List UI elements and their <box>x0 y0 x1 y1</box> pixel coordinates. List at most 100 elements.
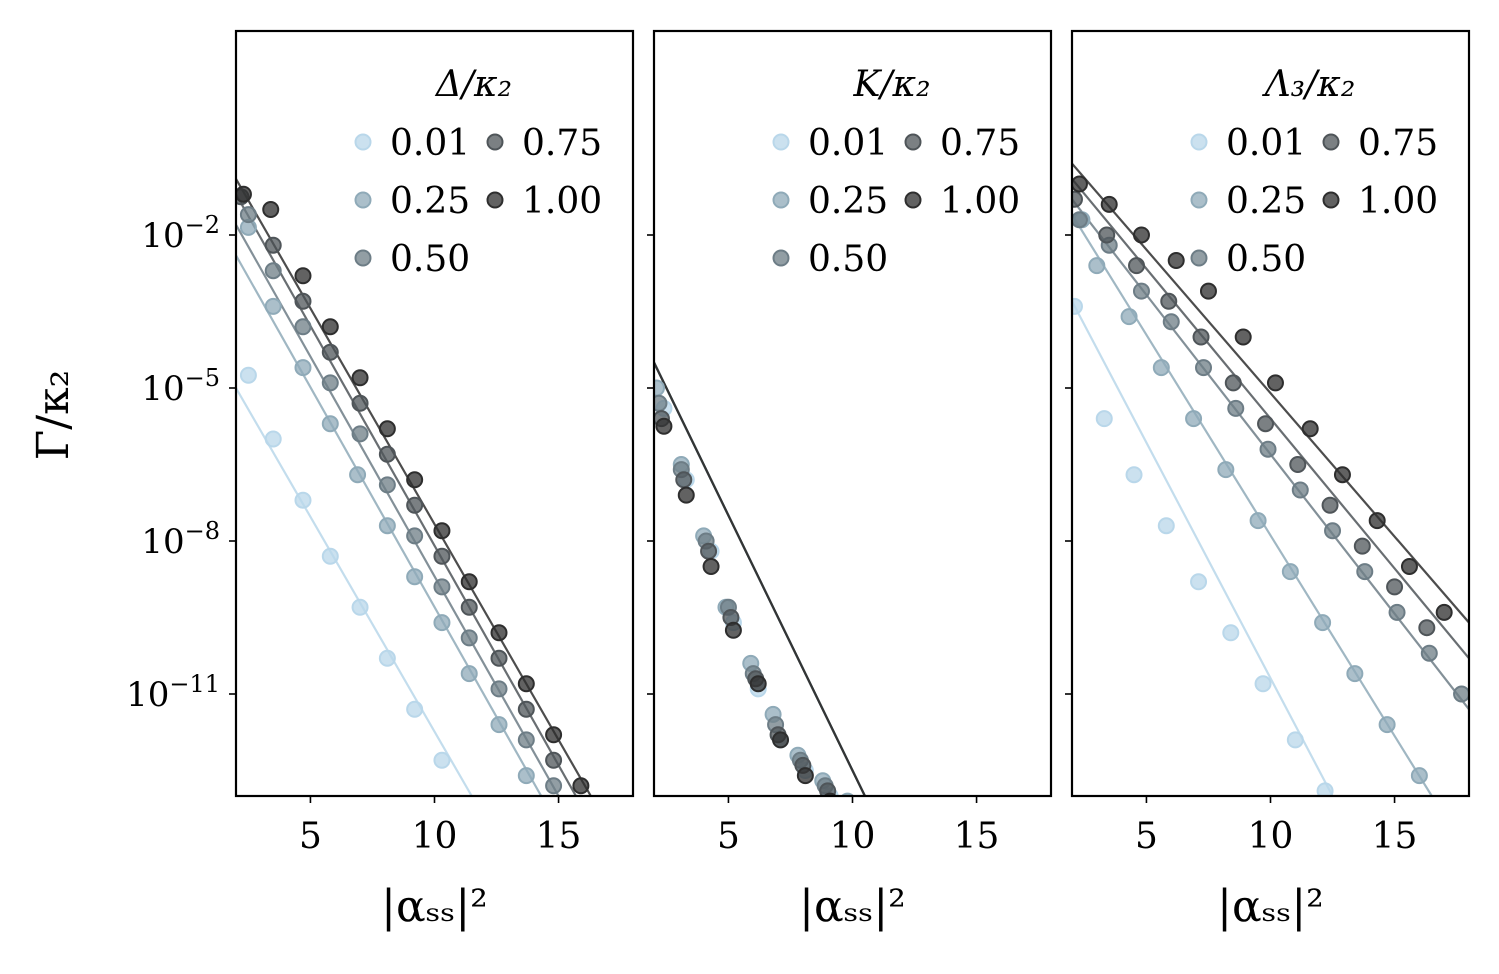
data-point <box>1098 226 1116 244</box>
legend-marker <box>354 249 372 267</box>
legend-marker <box>1322 191 1340 209</box>
data-point <box>349 466 367 484</box>
y-tick-base: 10 <box>126 675 169 715</box>
legend-label: 0.01 <box>1226 123 1306 164</box>
fit-line <box>1072 162 1469 624</box>
data-point <box>1160 292 1178 310</box>
plot-area <box>1072 162 1469 796</box>
y-axis-label: Γ/κ₂ <box>28 370 79 461</box>
data-point <box>378 445 396 463</box>
x-tick-label: 5 <box>1135 816 1158 857</box>
data-point <box>1088 257 1106 275</box>
data-point <box>724 621 742 639</box>
data-point <box>1190 573 1208 591</box>
data-point <box>1120 308 1138 326</box>
legend: K/κ₂ 0.01 0.25 0.50 0.75 1.00 <box>772 64 1020 280</box>
legend-title: Λ₃/κ₂ <box>1262 64 1356 105</box>
legend-marker <box>1190 249 1208 267</box>
data-point <box>351 598 369 616</box>
legend-marker <box>1190 191 1208 209</box>
data-point <box>321 343 339 361</box>
data-point <box>1162 313 1180 331</box>
legend-marker <box>354 133 372 151</box>
data-point <box>294 491 312 509</box>
data-point <box>1324 522 1342 540</box>
x-tick-label: 15 <box>536 816 582 857</box>
x-axis-label: |αₛₛ|² <box>381 881 488 932</box>
series-1.00 <box>1072 175 1453 621</box>
data-point <box>1291 481 1309 499</box>
data-point <box>677 486 695 504</box>
data-point <box>460 573 478 591</box>
data-point <box>1185 410 1203 428</box>
data-point <box>321 415 339 433</box>
data-point <box>545 751 563 769</box>
legend-label: 1.00 <box>522 181 602 222</box>
data-point <box>351 425 369 443</box>
series-0.25 <box>239 218 535 785</box>
legend-label: 0.01 <box>808 123 888 164</box>
series-0.75 <box>654 410 837 796</box>
data-point <box>433 751 451 769</box>
plot-area <box>654 362 866 814</box>
data-point <box>545 777 563 795</box>
fit-line <box>1072 214 1433 796</box>
legend-marker <box>772 191 790 209</box>
data-point <box>843 799 858 814</box>
data-point <box>321 318 339 336</box>
data-point <box>517 767 535 785</box>
y-tick-label: 10−8 <box>141 517 220 562</box>
data-point <box>378 649 396 667</box>
data-point <box>1418 619 1436 637</box>
data-point <box>351 369 369 387</box>
data-point <box>406 496 424 514</box>
legend-marker <box>1190 133 1208 151</box>
x-tick-label: 15 <box>1372 816 1418 857</box>
fit-line <box>654 362 866 796</box>
data-point <box>1289 456 1307 473</box>
data-point <box>321 547 339 565</box>
legend-marker <box>354 191 372 209</box>
data-point <box>702 558 720 575</box>
panel-1: 5 10 1510−210−510−810−11|αₛₛ|²Δ/κ₂0.010.25… <box>126 29 635 932</box>
data-point <box>460 629 478 647</box>
y-tick-exponent: −2 <box>185 211 220 239</box>
data-point <box>1321 496 1339 514</box>
fit-line <box>1072 300 1334 796</box>
data-point <box>517 700 535 718</box>
series-0.50 <box>239 206 563 795</box>
data-point <box>1388 603 1406 621</box>
data-point <box>490 649 508 667</box>
series-0.01 <box>1072 297 1334 796</box>
data-point <box>1125 466 1143 484</box>
legend-label: 0.50 <box>390 239 470 280</box>
data-point <box>1072 211 1088 229</box>
x-axis-label: |αₛₛ|² <box>799 881 906 932</box>
data-point <box>1167 252 1185 269</box>
legend-label: 0.75 <box>522 123 602 164</box>
data-point <box>1356 563 1374 581</box>
data-point <box>675 471 693 489</box>
data-point <box>460 665 478 683</box>
legend-marker <box>486 191 504 209</box>
data-point <box>1224 374 1242 392</box>
legend-marker <box>904 191 922 209</box>
legend-marker <box>486 133 504 151</box>
data-point <box>294 359 312 377</box>
data-point <box>1333 466 1351 484</box>
legend-marker <box>772 249 790 267</box>
data-point <box>1453 685 1469 703</box>
legend-marker <box>1322 133 1340 151</box>
data-point <box>239 366 257 384</box>
data-point <box>1400 558 1418 575</box>
data-point <box>749 675 767 693</box>
data-point <box>1132 282 1150 300</box>
data-point <box>1132 226 1150 244</box>
data-point <box>1152 359 1170 377</box>
x-tick-label: 5 <box>717 816 740 857</box>
series-0.25 <box>1073 211 1428 785</box>
data-point <box>239 206 257 224</box>
data-point <box>1227 399 1245 417</box>
data-point <box>772 731 790 749</box>
data-point <box>796 767 814 785</box>
